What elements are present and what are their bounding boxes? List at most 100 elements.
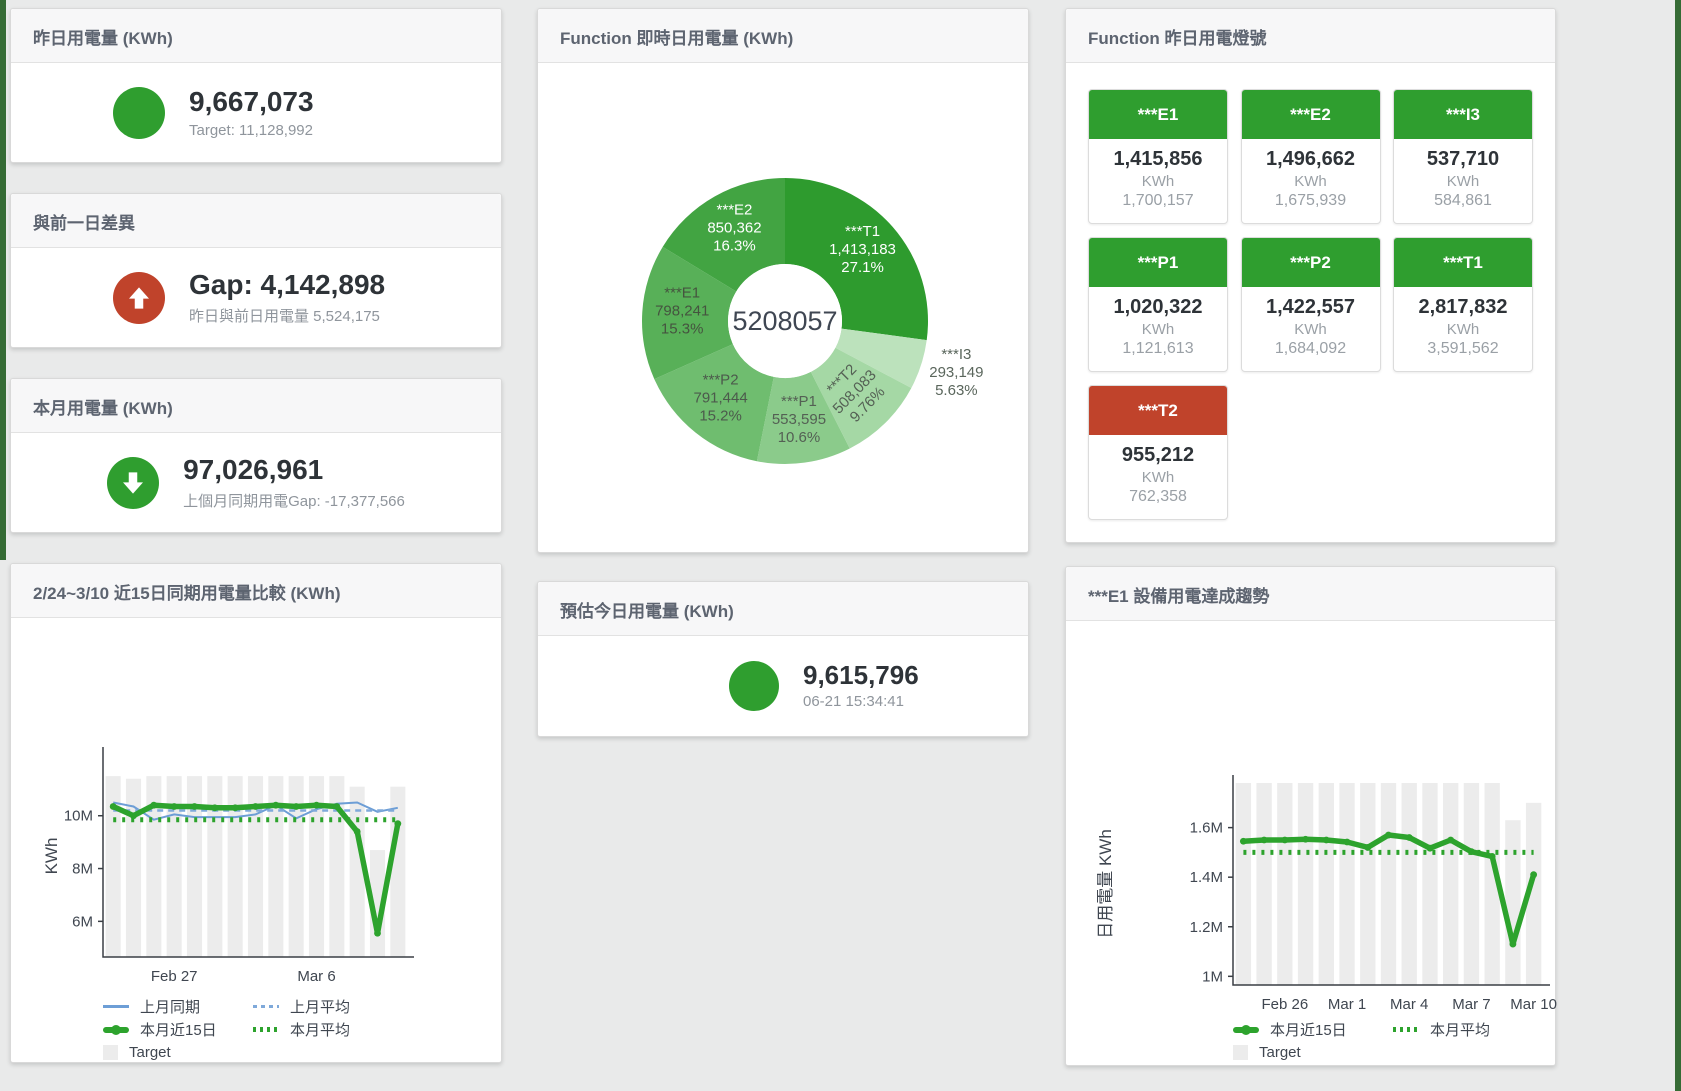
tile-body: 1,422,557 KWh 1,684,092: [1242, 287, 1380, 371]
donut-slice-P2: [654, 344, 774, 462]
donut-hole: [728, 264, 842, 378]
tile-label: ***P1: [1089, 238, 1227, 287]
series-marker: [292, 803, 300, 810]
panel-title: 預估今日用電量 (KWh): [538, 582, 1028, 636]
series-marker: [1468, 848, 1475, 856]
left-edge-strip: [0, 0, 6, 560]
legend-label: 本月平均: [1430, 1022, 1491, 1039]
light-tile-P2: ***P2 1,422,557 KWh 1,684,092: [1240, 237, 1381, 372]
donut-label: ***P2 791,444 15.2%: [693, 371, 747, 424]
donut-slice-E2: [662, 178, 785, 292]
panel-title-text: ***E1 設備用電達成趨勢: [1088, 587, 1270, 606]
tile-label: ***I3: [1394, 90, 1532, 139]
donut-slice-T2: [810, 347, 912, 449]
donut-slice-T1: [785, 178, 928, 341]
legend-label: 上月平均: [290, 999, 351, 1016]
legend-swatch-thick-green: [103, 1024, 129, 1035]
series-marker: [374, 929, 381, 937]
axes: [1232, 775, 1550, 986]
tile-unit: KWh: [1294, 173, 1327, 190]
panel-title: Function 昨日用電燈號: [1066, 9, 1555, 63]
tile-target: 1,700,157: [1122, 192, 1194, 209]
legend-label: 上月同期: [140, 999, 201, 1016]
x-tick-label: Mar 6: [297, 968, 335, 985]
tile-target: 762,358: [1129, 488, 1187, 505]
panel-title: Function 即時日用電量 (KWh): [538, 9, 1028, 63]
donut-slice-P1: [756, 371, 850, 464]
x-tick-label: Mar 4: [1390, 996, 1428, 1013]
series-marker: [1488, 852, 1496, 860]
donut-label: ***I3 293,149 5.63%: [929, 346, 983, 399]
panel-title: 昨日用電量 (KWh): [11, 9, 501, 63]
legend-swatch-thick-green: [1233, 1024, 1259, 1035]
target-bar: [1505, 820, 1521, 985]
series-marker: [150, 801, 158, 809]
tile-value: 2,817,832: [1418, 296, 1508, 318]
panel-title-text: 預估今日用電量 (KWh): [560, 602, 734, 621]
target-bar: [1484, 783, 1500, 985]
panel-title-text: 本月用電量 (KWh): [33, 399, 173, 418]
panel-title: 本月用電量 (KWh): [11, 379, 501, 433]
target-bar: [1443, 783, 1459, 985]
panel-title-text: 2/24~3/10 近15日同期用電量比較 (KWh): [33, 584, 341, 603]
tile-value: 1,496,662: [1266, 148, 1355, 170]
trend-chart: 1M 1.2M 1.4M 1.6M Feb 26 Mar 1 Mar 4 Mar 7 Mar 1…: [1096, 775, 1557, 1013]
x-tick-label: Feb 27: [151, 968, 198, 985]
series-marker: [1322, 836, 1330, 844]
legend-swatch-thin-blue: [103, 1005, 129, 1008]
legend-item: 本月平均: [1393, 1018, 1568, 1041]
series-marker: [1405, 834, 1413, 841]
target-bar: [1256, 783, 1272, 985]
target-bar: [1235, 783, 1252, 985]
legend-swatch-square-gray: [103, 1045, 118, 1060]
legend-swatch-dot-green: [253, 1027, 279, 1032]
series-marker: [1447, 836, 1455, 844]
panel-title-text: 昨日用電量 (KWh): [33, 29, 173, 48]
legend-label: 本月近15日: [1270, 1022, 1347, 1039]
x-tick-label: Feb 26: [1261, 996, 1308, 1013]
stat-subtitle: Target: 11,128,992: [189, 121, 313, 139]
tile-body: 537,710 KWh 584,861: [1394, 139, 1532, 223]
target-bar: [1277, 783, 1293, 985]
donut-chart: ***T1 1,413,183 27.1%***I3 293,149 5.63%***T…: [642, 178, 983, 464]
target-bar: [1525, 802, 1542, 985]
tile-target: 1,675,939: [1274, 192, 1347, 209]
series-marker: [130, 812, 137, 820]
card-day-gap: 與前一日差異 Gap: 4,142,898 昨日與前日用電量 5,524,175: [10, 193, 502, 348]
target-bar: [1401, 783, 1417, 985]
panel-title-text: Function 昨日用電燈號: [1088, 29, 1267, 48]
tile-body: 1,415,856 KWh 1,700,157: [1089, 139, 1227, 223]
compare-chart: 6M 8M 10M Feb 27 Mar 6 KWh: [42, 747, 414, 985]
legend-item: 本月近15日: [1233, 1018, 1393, 1041]
target-bar: [105, 776, 121, 957]
y-axis-label: 日用電量 KWh: [1096, 829, 1115, 939]
tile-value: 955,212: [1121, 444, 1195, 466]
stat-body: 9,667,073 Target: 11,128,992: [11, 63, 501, 162]
trend-chart-legend: 本月近15日 本月平均 Target: [1233, 1018, 1555, 1064]
donut-slice-I3: [835, 328, 927, 389]
tile-target: 3,591,562: [1427, 340, 1499, 357]
y-tick-label: 1.4M: [1190, 869, 1223, 886]
tile-value: 1,020,322: [1113, 296, 1203, 318]
target-bar: [207, 776, 223, 957]
card-15day-compare-chart: 2/24~3/10 近15日同期用電量比較 (KWh) 6M 8M 10M Feb 2…: [10, 563, 502, 1063]
series-marker: [231, 804, 239, 812]
series-marker: [1239, 837, 1247, 845]
y-tick-label: 6M: [72, 913, 93, 930]
series-marker: [353, 828, 361, 835]
card-e1-trend-chart: ***E1 設備用電達成趨勢 1M 1.2M 1.4M 1.6M Feb 26 Mar 1…: [1065, 566, 1557, 1066]
legend-item: 本月平均: [253, 1018, 428, 1041]
donut-label: ***T1 1,413,183 27.1%: [829, 223, 896, 276]
target-bar: [1339, 783, 1355, 985]
stat-value: 9,667,073: [189, 86, 314, 118]
target-bar: [186, 776, 203, 957]
card-today-estimate: 預估今日用電量 (KWh) 9,615,796 06-21 15:34:41: [537, 581, 1029, 737]
panel-title: 與前一日差異: [11, 194, 501, 248]
axes: [102, 747, 414, 958]
series-marker: [1426, 844, 1434, 852]
stat-subtitle: 昨日與前日用電量 5,524,175: [189, 307, 380, 325]
x-tick-label: Mar 1: [1328, 996, 1366, 1013]
tile-unit: KWh: [1446, 321, 1480, 338]
arrow-down-icon: [107, 456, 160, 509]
